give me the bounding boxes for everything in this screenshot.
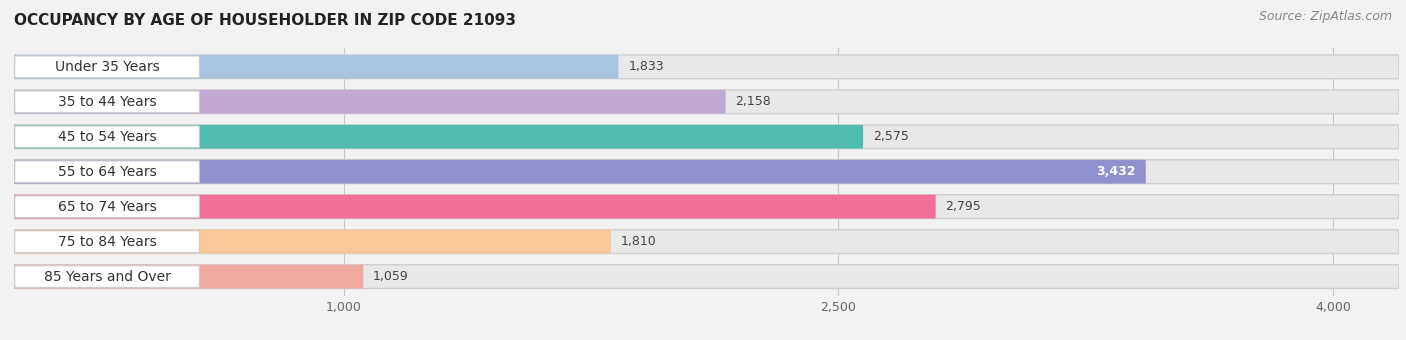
Text: 1,059: 1,059 [373,270,409,283]
Text: 1,833: 1,833 [628,60,664,73]
FancyBboxPatch shape [14,125,1399,149]
FancyBboxPatch shape [14,126,200,148]
FancyBboxPatch shape [14,230,610,254]
FancyBboxPatch shape [14,161,200,183]
Text: OCCUPANCY BY AGE OF HOUSEHOLDER IN ZIP CODE 21093: OCCUPANCY BY AGE OF HOUSEHOLDER IN ZIP C… [14,13,516,28]
Text: 85 Years and Over: 85 Years and Over [44,270,170,284]
FancyBboxPatch shape [14,265,1399,288]
Text: 75 to 84 Years: 75 to 84 Years [58,235,156,249]
FancyBboxPatch shape [14,55,619,79]
FancyBboxPatch shape [14,160,1146,184]
FancyBboxPatch shape [14,90,725,114]
FancyBboxPatch shape [14,265,363,288]
Text: 1,810: 1,810 [621,235,657,248]
Text: Source: ZipAtlas.com: Source: ZipAtlas.com [1258,10,1392,23]
Text: 2,158: 2,158 [735,95,772,108]
FancyBboxPatch shape [14,125,863,149]
Text: 3,432: 3,432 [1097,165,1136,178]
FancyBboxPatch shape [14,56,200,78]
FancyBboxPatch shape [14,196,200,218]
FancyBboxPatch shape [14,195,935,219]
Text: 65 to 74 Years: 65 to 74 Years [58,200,156,214]
FancyBboxPatch shape [14,195,1399,219]
Text: 45 to 54 Years: 45 to 54 Years [58,130,156,144]
Text: 35 to 44 Years: 35 to 44 Years [58,95,156,109]
FancyBboxPatch shape [14,90,1399,114]
FancyBboxPatch shape [14,55,1399,79]
FancyBboxPatch shape [14,231,200,253]
Text: Under 35 Years: Under 35 Years [55,60,159,74]
FancyBboxPatch shape [14,91,200,113]
FancyBboxPatch shape [14,230,1399,254]
FancyBboxPatch shape [14,266,200,287]
FancyBboxPatch shape [14,160,1399,184]
Text: 2,795: 2,795 [946,200,981,213]
Text: 2,575: 2,575 [873,130,908,143]
Text: 55 to 64 Years: 55 to 64 Years [58,165,156,179]
